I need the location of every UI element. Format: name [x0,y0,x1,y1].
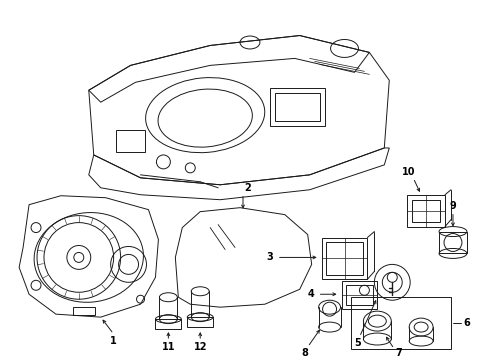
Bar [269,88,324,126]
Text: 10: 10 [402,167,415,177]
Text: 12: 12 [193,342,206,352]
Bar [351,297,450,349]
Text: 9: 9 [448,201,455,211]
Bar [321,238,366,279]
Text: 6: 6 [463,318,469,328]
Text: 11: 11 [162,342,175,352]
Bar [341,281,377,309]
Bar [325,242,363,275]
Bar [187,317,213,327]
Bar [438,231,466,253]
Bar [345,285,373,305]
Bar [155,319,181,329]
Text: 5: 5 [353,338,360,348]
Bar [274,93,319,121]
Text: 3: 3 [266,252,273,262]
Bar [115,130,145,152]
Text: 8: 8 [301,348,307,358]
Text: 7: 7 [395,348,402,358]
Bar [411,200,439,222]
Bar [407,195,444,226]
Bar [73,307,95,315]
Text: 4: 4 [306,289,313,299]
Text: 2: 2 [244,183,251,193]
Text: 1: 1 [110,336,117,346]
